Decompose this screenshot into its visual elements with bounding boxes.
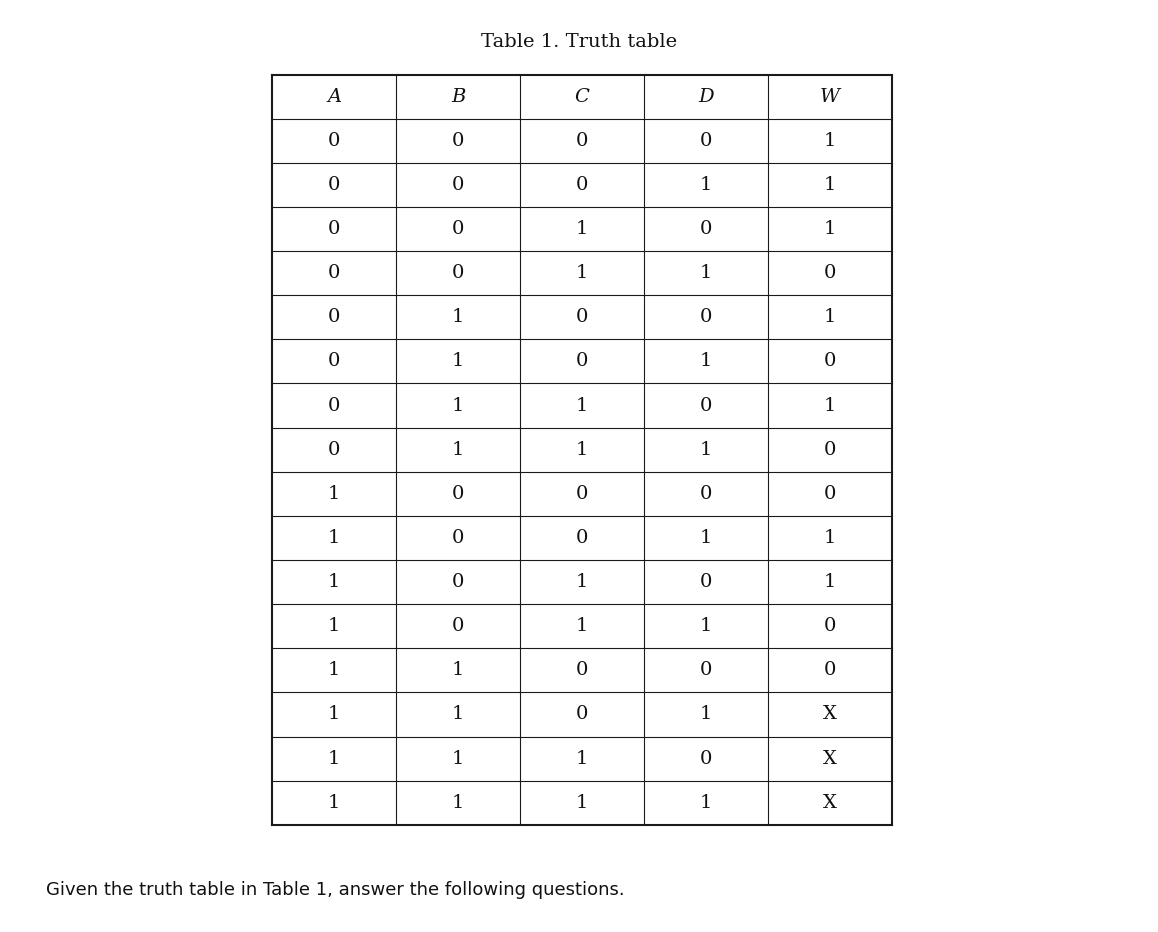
- Text: X: X: [823, 706, 836, 723]
- Text: 0: 0: [823, 441, 836, 459]
- Text: 0: 0: [576, 176, 588, 194]
- Text: 0: 0: [823, 662, 836, 679]
- Text: 1: 1: [576, 617, 588, 636]
- Text: 0: 0: [452, 131, 464, 150]
- Text: 0: 0: [576, 485, 588, 503]
- Text: 1: 1: [328, 617, 340, 636]
- Text: 0: 0: [328, 220, 340, 238]
- Text: 0: 0: [328, 308, 340, 326]
- Text: 0: 0: [699, 220, 712, 238]
- Text: 0: 0: [823, 264, 836, 282]
- Text: 1: 1: [823, 220, 836, 238]
- Text: Table 1. Truth table: Table 1. Truth table: [481, 33, 677, 50]
- Text: 1: 1: [452, 662, 464, 679]
- Text: 1: 1: [328, 794, 340, 812]
- Text: 0: 0: [452, 617, 464, 636]
- Text: 0: 0: [452, 220, 464, 238]
- Text: 0: 0: [328, 131, 340, 150]
- Text: 0: 0: [328, 352, 340, 370]
- Text: 1: 1: [328, 662, 340, 679]
- Text: 0: 0: [328, 264, 340, 282]
- Text: A: A: [327, 88, 342, 105]
- Text: 1: 1: [823, 308, 836, 326]
- Text: 1: 1: [699, 617, 712, 636]
- Text: 0: 0: [576, 662, 588, 679]
- Text: 1: 1: [699, 441, 712, 459]
- Text: X: X: [823, 794, 836, 812]
- Text: 0: 0: [576, 352, 588, 370]
- Text: 0: 0: [328, 441, 340, 459]
- Text: C: C: [574, 88, 589, 105]
- Text: 1: 1: [823, 573, 836, 591]
- Text: 1: 1: [328, 573, 340, 591]
- Text: 1: 1: [823, 529, 836, 547]
- Text: 1: 1: [452, 441, 464, 459]
- Text: 0: 0: [452, 485, 464, 503]
- Text: 1: 1: [576, 749, 588, 768]
- Text: 1: 1: [699, 706, 712, 723]
- Text: 1: 1: [328, 529, 340, 547]
- Text: 0: 0: [452, 573, 464, 591]
- Text: 1: 1: [452, 352, 464, 370]
- Text: 0: 0: [823, 352, 836, 370]
- Text: 0: 0: [699, 573, 712, 591]
- Text: 1: 1: [699, 794, 712, 812]
- Text: 0: 0: [823, 485, 836, 503]
- Text: D: D: [698, 88, 713, 105]
- Text: 1: 1: [699, 352, 712, 370]
- Text: 1: 1: [823, 131, 836, 150]
- Text: 1: 1: [576, 220, 588, 238]
- Text: 0: 0: [699, 662, 712, 679]
- Text: 1: 1: [452, 749, 464, 768]
- Text: 1: 1: [699, 176, 712, 194]
- Text: 0: 0: [699, 131, 712, 150]
- Text: 1: 1: [576, 573, 588, 591]
- Text: 0: 0: [699, 396, 712, 415]
- Text: B: B: [450, 88, 466, 105]
- Text: 1: 1: [452, 706, 464, 723]
- Text: 0: 0: [328, 176, 340, 194]
- Text: Given the truth table in Table 1, answer the following questions.: Given the truth table in Table 1, answer…: [46, 881, 625, 898]
- Text: 0: 0: [699, 308, 712, 326]
- Text: 0: 0: [576, 706, 588, 723]
- Text: 0: 0: [699, 485, 712, 503]
- Text: 0: 0: [452, 264, 464, 282]
- Text: 1: 1: [699, 264, 712, 282]
- Text: 0: 0: [328, 396, 340, 415]
- Text: 0: 0: [699, 749, 712, 768]
- Text: 1: 1: [452, 308, 464, 326]
- Text: 0: 0: [576, 131, 588, 150]
- Text: 1: 1: [328, 749, 340, 768]
- Text: 1: 1: [576, 441, 588, 459]
- Text: 0: 0: [452, 529, 464, 547]
- Text: 1: 1: [823, 396, 836, 415]
- Text: 0: 0: [823, 617, 836, 636]
- Text: 0: 0: [452, 176, 464, 194]
- Text: X: X: [823, 749, 836, 768]
- Text: 1: 1: [699, 529, 712, 547]
- Text: 1: 1: [576, 396, 588, 415]
- Text: 0: 0: [576, 529, 588, 547]
- Text: 1: 1: [823, 176, 836, 194]
- Text: 1: 1: [328, 485, 340, 503]
- Text: 0: 0: [576, 308, 588, 326]
- Text: 1: 1: [452, 396, 464, 415]
- Text: 1: 1: [576, 264, 588, 282]
- Text: 1: 1: [328, 706, 340, 723]
- Text: 1: 1: [576, 794, 588, 812]
- Text: 1: 1: [452, 794, 464, 812]
- Text: W: W: [820, 88, 840, 105]
